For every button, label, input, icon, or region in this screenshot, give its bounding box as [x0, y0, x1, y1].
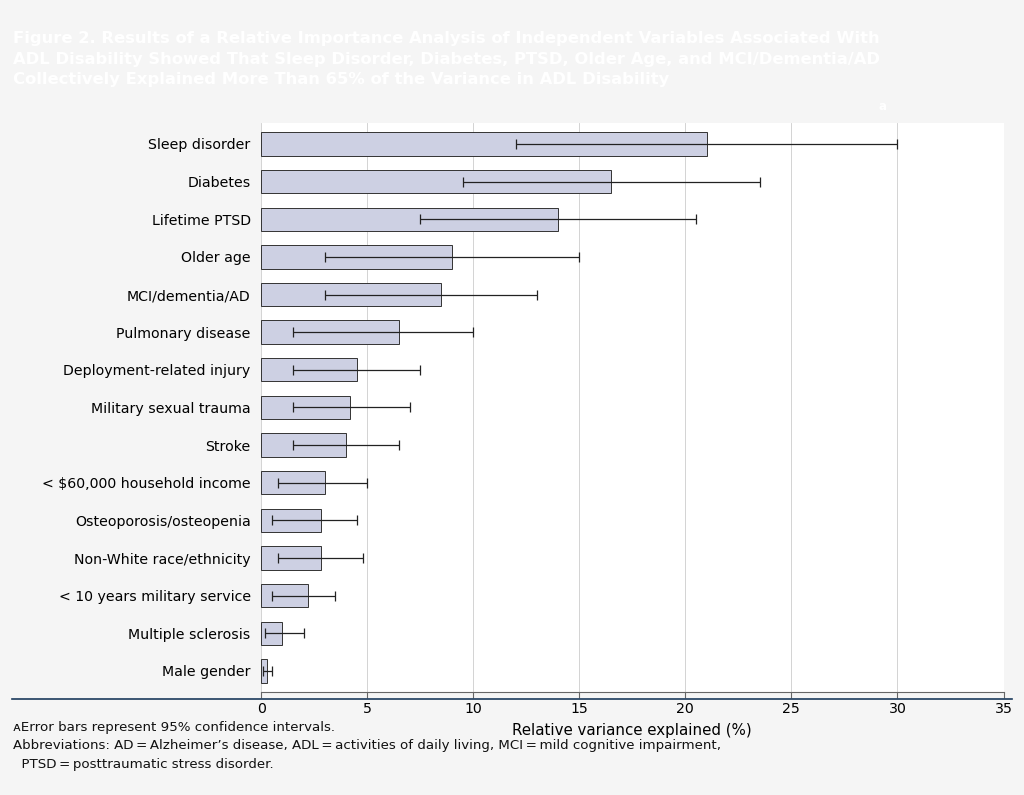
- Bar: [261, 358, 356, 382]
- Text: Figure 2. Results of a Relative Importance Analysis of Independent Variables Ass: Figure 2. Results of a Relative Importan…: [13, 31, 881, 87]
- Text: a: a: [879, 99, 887, 113]
- Bar: [261, 396, 350, 419]
- Bar: [261, 320, 399, 343]
- Bar: [261, 433, 346, 457]
- Bar: [261, 584, 308, 607]
- Bar: [261, 207, 558, 231]
- Bar: [261, 471, 325, 494]
- Bar: [261, 659, 267, 683]
- Text: ᴀError bars represent 95% confidence intervals.
Abbreviations: AD = Alzheimer’s : ᴀError bars represent 95% confidence int…: [13, 720, 721, 770]
- Bar: [261, 132, 707, 156]
- Bar: [261, 546, 321, 570]
- Bar: [261, 509, 321, 532]
- Bar: [261, 622, 283, 645]
- Bar: [261, 170, 611, 193]
- Bar: [261, 283, 441, 306]
- X-axis label: Relative variance explained (%): Relative variance explained (%): [512, 723, 753, 738]
- Bar: [261, 245, 452, 269]
